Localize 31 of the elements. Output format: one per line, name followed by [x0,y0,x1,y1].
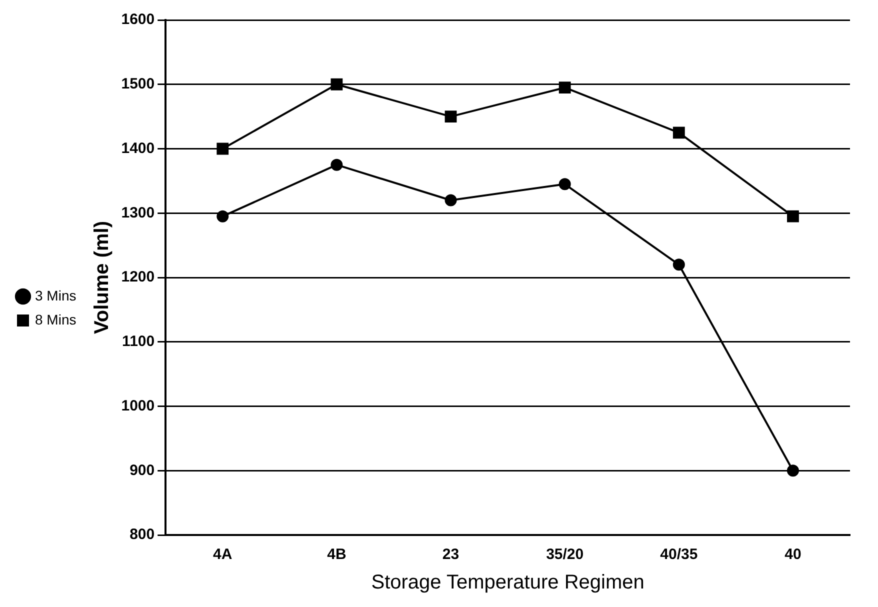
point [672,126,685,139]
point [444,194,457,206]
y-tick-label: 1100 [122,333,155,350]
point [444,110,457,123]
x-tick-label: 40/35 [660,546,698,564]
point [330,78,343,90]
point [558,178,571,190]
point [216,210,229,222]
x-tick-label: 23 [442,546,460,564]
point [786,464,799,477]
y-tick-label: 800 [130,526,155,544]
legend-label: 3 Mins [35,287,76,304]
x-tick-label: 40 [784,546,802,564]
y-tick-label: 1600 [121,11,155,28]
y-tick-label: 1500 [121,76,155,93]
x-tick-label: 4A [213,546,232,564]
y-tick-label: 1300 [121,204,155,222]
point [672,258,685,271]
y-tick-label: 1000 [121,397,155,414]
x-tick-label: 4B [327,546,346,564]
y-tick-label: 1200 [121,268,155,286]
y-axis-title: Volume (ml) [90,221,113,334]
legend-label: 8 Mins [35,311,76,328]
point [216,142,229,155]
y-tick-label: 900 [130,462,155,479]
point [558,82,571,94]
x-axis-title: Storage Temperature Regimen [371,572,644,594]
point [787,210,799,222]
x-tick-label: 35/20 [546,546,584,564]
point [330,158,343,171]
y-tick-label: 1400 [121,140,155,157]
